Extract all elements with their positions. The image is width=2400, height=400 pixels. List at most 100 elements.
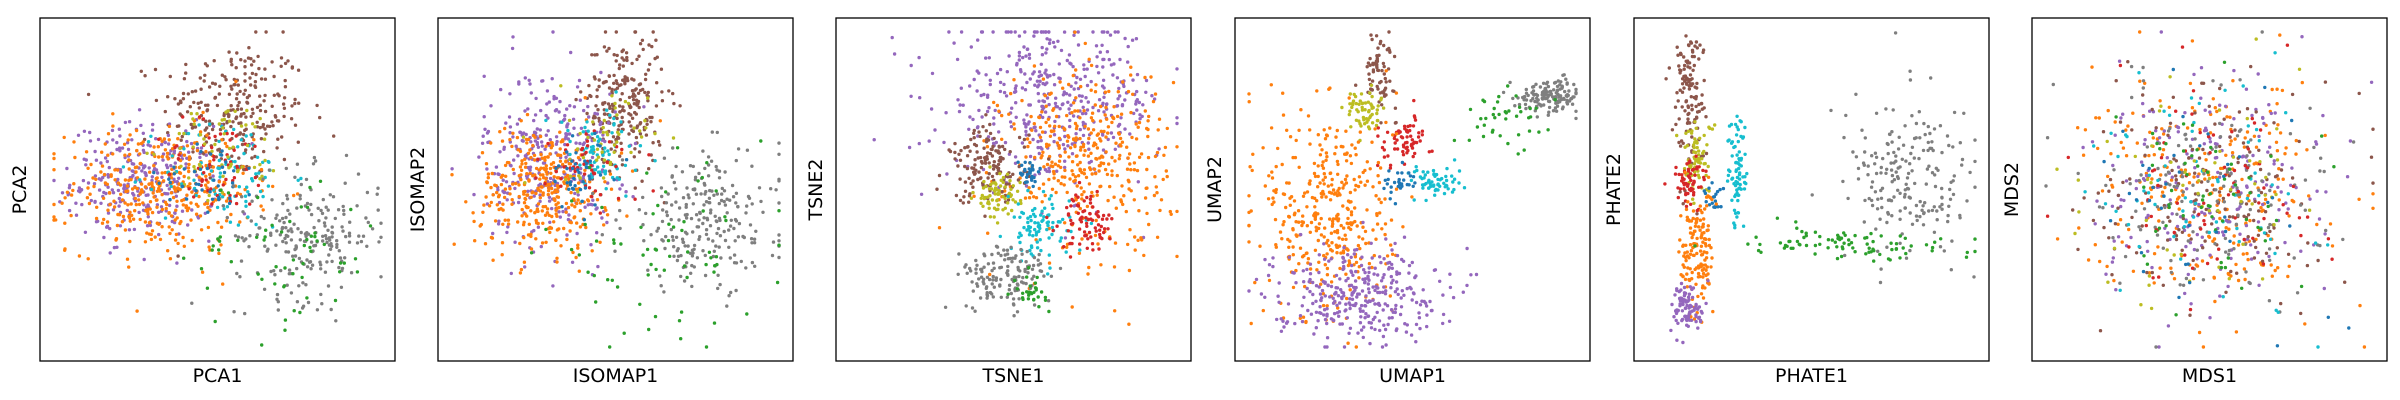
scatter-point	[750, 241, 754, 245]
scatter-point	[485, 180, 489, 184]
scatter-point	[1514, 94, 1518, 98]
scatter-point	[247, 193, 251, 197]
scatter-point	[954, 193, 959, 198]
scatter-point	[1044, 68, 1048, 72]
scatter-point	[330, 225, 334, 229]
scatter-point	[607, 140, 612, 144]
scatter-point	[1087, 230, 1092, 235]
scatter-point	[1547, 99, 1552, 104]
scatter-point	[585, 144, 590, 148]
scatter-point	[984, 140, 989, 144]
scatter-point	[1027, 233, 1032, 237]
scatter-point	[524, 161, 528, 166]
scatter-point	[586, 199, 591, 203]
scatter-point	[577, 170, 581, 175]
scatter-point	[153, 235, 157, 239]
scatter-point	[734, 288, 738, 293]
scatter-point	[1001, 175, 1006, 180]
scatter-point	[995, 103, 1000, 108]
scatter-point	[252, 59, 256, 63]
scatter-point	[1013, 278, 1017, 283]
scatter-point	[538, 189, 543, 193]
scatter-point	[526, 151, 531, 155]
scatter-point	[127, 120, 132, 124]
scatter-point	[144, 173, 148, 178]
scatter-point	[1087, 57, 1091, 61]
scatter-point	[238, 220, 242, 224]
scatter-point	[1527, 116, 1531, 120]
scatter-point	[344, 234, 348, 239]
scatter-point	[996, 149, 1000, 153]
scatter-point	[506, 218, 511, 222]
scatter-point	[199, 228, 204, 232]
scatter-point	[957, 152, 961, 156]
scatter-point	[1407, 171, 1411, 175]
scatter-point	[244, 115, 248, 119]
scatter-point	[198, 214, 203, 218]
scatter-point	[112, 245, 117, 250]
scatter-point	[709, 256, 713, 260]
scatter-point	[961, 201, 965, 205]
scatter-point	[174, 208, 178, 212]
scatter-point	[979, 93, 983, 98]
scatter-point	[264, 30, 268, 34]
scatter-point	[191, 117, 195, 121]
scatter-point	[587, 174, 591, 178]
scatter-point	[953, 157, 957, 161]
scatter-point	[620, 158, 625, 162]
scatter-point	[598, 170, 602, 174]
scatter-point	[543, 155, 547, 160]
scatter-point	[1094, 83, 1098, 87]
scatter-point	[573, 184, 577, 188]
scatter-point	[274, 216, 278, 220]
scatter-point	[1080, 193, 1084, 197]
scatter-point	[701, 221, 705, 226]
scatter-point	[548, 138, 552, 142]
scatter-point	[1032, 303, 1037, 307]
scatter-point	[1067, 199, 1071, 203]
scatter-point	[616, 136, 621, 140]
scatter-point	[165, 183, 169, 188]
scatter-point	[694, 213, 699, 217]
scatter-point	[641, 195, 645, 200]
scatter-point	[558, 215, 562, 219]
scatter-point	[105, 220, 110, 224]
scatter-point	[123, 153, 127, 157]
scatter-point	[1091, 248, 1095, 252]
scatter-point	[562, 226, 566, 231]
scatter-point	[570, 166, 575, 171]
scatter-point	[631, 98, 636, 102]
scatter-point	[480, 141, 485, 145]
scatter-point	[1055, 224, 1059, 228]
scatter-point	[1304, 251, 1309, 256]
scatter-point	[118, 224, 123, 228]
scatter-point	[544, 164, 548, 168]
scatter-point	[749, 237, 754, 241]
scatter-point	[163, 170, 167, 175]
scatter-point	[713, 264, 717, 268]
scatter-point	[517, 194, 521, 199]
scatter-point	[1032, 255, 1037, 260]
scatter-point	[1089, 131, 1093, 135]
scatter-point	[685, 275, 689, 280]
scatter-point	[284, 166, 288, 171]
scatter-point	[1059, 48, 1064, 53]
scatter-point	[1325, 252, 1329, 256]
scatter-point	[732, 253, 737, 257]
scatter-point	[1112, 265, 1117, 269]
scatter-point	[1376, 126, 1381, 130]
scatter-point	[192, 100, 196, 105]
scatter-point	[249, 63, 254, 67]
scatter-point	[1120, 140, 1125, 144]
scatter-point	[208, 122, 212, 126]
scatter-point	[365, 190, 370, 195]
scatter-points	[450, 30, 781, 349]
scatter-point	[567, 177, 571, 181]
scatter-point	[508, 187, 512, 191]
scatter-point	[102, 172, 107, 177]
scatter-point	[520, 207, 524, 212]
scatter-point	[259, 137, 264, 141]
scatter-point	[1057, 62, 1062, 66]
